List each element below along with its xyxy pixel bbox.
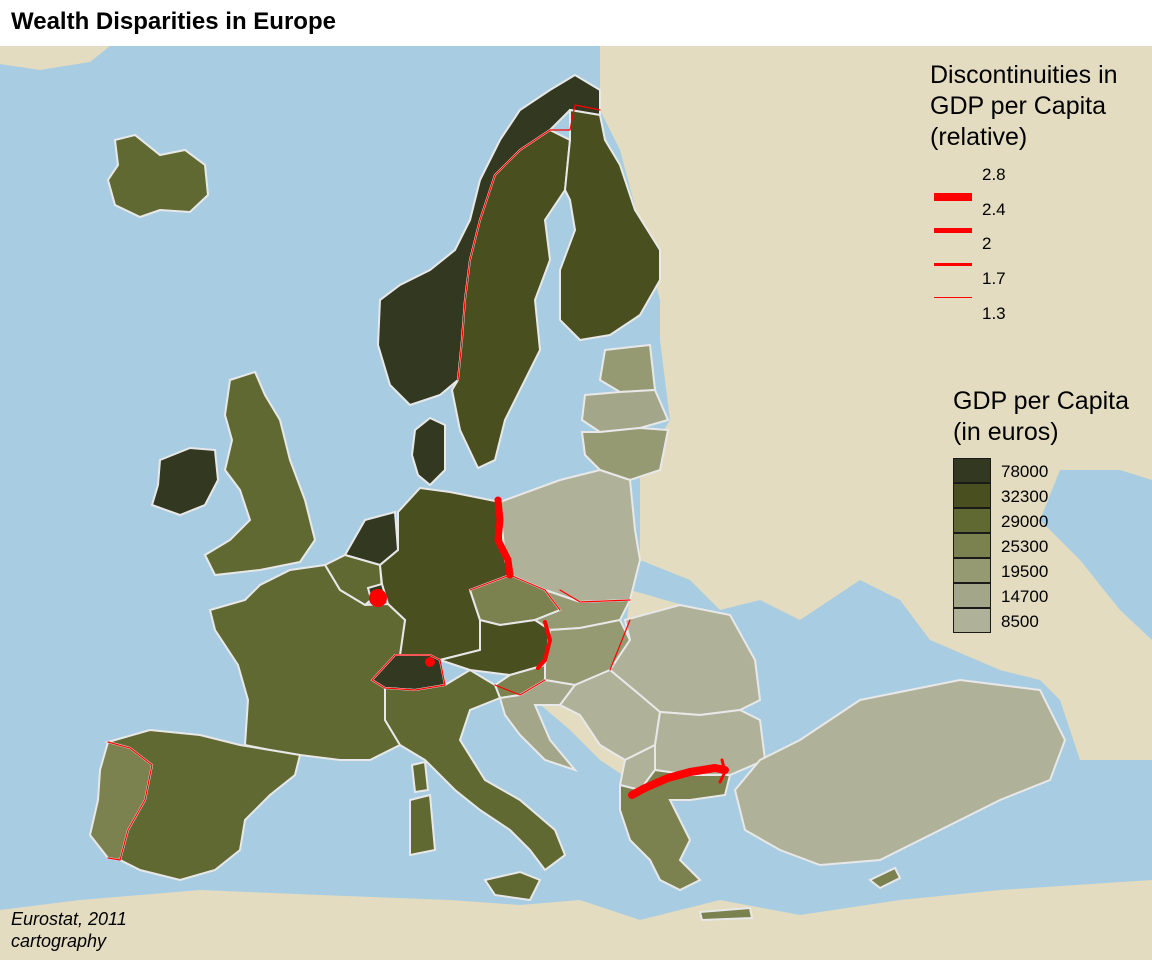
- country-uk: [203, 370, 317, 577]
- country-latvia: [580, 388, 670, 434]
- source-credit: Eurostat, 2011 cartography: [11, 908, 127, 952]
- country-estonia: [598, 343, 657, 394]
- gdp-swatch-6: [953, 608, 991, 633]
- gdp-legend-title: GDP per Capita (in euros): [953, 386, 1152, 448]
- discontinuity-line-0: [934, 193, 972, 201]
- country-austria: [436, 618, 552, 677]
- source-line-1: Eurostat, 2011: [11, 909, 127, 929]
- discontinuity-label-3: 1.7: [982, 269, 1006, 288]
- discontinuity-luxembourg: [369, 589, 387, 607]
- discontinuity-lines: [107, 104, 729, 861]
- island-corsica: [410, 760, 430, 794]
- gdp-legend-title-line-2: (in euros): [953, 418, 1059, 446]
- gdp-legend-title-line-1: GDP per Capita: [953, 387, 1130, 415]
- russia-land: [600, 46, 1152, 760]
- discontinuity-czech: [469, 574, 561, 611]
- gdp-swatch-0: [953, 458, 991, 483]
- country-lithuania: [580, 426, 670, 482]
- discontinuity-line-2: [934, 263, 972, 266]
- country-sweden: [450, 128, 572, 470]
- discontinuity-norway-sweden: [457, 104, 601, 381]
- country-cyprus: [868, 866, 902, 890]
- country-italy: [384, 668, 567, 872]
- discontinuity-legend-title-line-2: GDP per Capita: [930, 92, 1107, 120]
- island-crete: [698, 906, 754, 922]
- gdp-label-0: 78000: [1001, 462, 1049, 481]
- discontinuity-label-4: 1.3: [982, 304, 1006, 323]
- top-left-land: [0, 46, 110, 70]
- discontinuity-greece-turkey: [718, 758, 727, 784]
- gdp-label-1: 32300: [1001, 487, 1049, 506]
- country-turkey: [733, 678, 1067, 867]
- discontinuity-poland-slovakia: [559, 589, 631, 603]
- country-finland: [559, 108, 661, 342]
- country-iceland: [106, 133, 210, 219]
- gdp-legend-items: 78000 32300 29000 25300 19500 14700 8500: [953, 458, 1152, 638]
- discontinuity-label-1: 2.4: [982, 200, 1006, 219]
- discontinuity-portugal-spain: [107, 741, 153, 861]
- map-title: Wealth Disparities in Europe: [11, 8, 336, 35]
- discontinuity-legend-title: Discontinuities in GDP per Capita (relat…: [930, 60, 1152, 153]
- gdp-label-3: 25300: [1001, 537, 1049, 556]
- gdp-label-5: 14700: [1001, 587, 1049, 606]
- discontinuity-switzerland-dot: [425, 657, 435, 667]
- discontinuity-greece-bulgaria: [628, 764, 729, 799]
- country-norway: [376, 73, 601, 407]
- north-africa-land: [0, 880, 1152, 960]
- discontinuity-label-2: 2: [982, 234, 992, 253]
- discontinuity-legend-title-line-3: (relative): [930, 123, 1028, 151]
- island-sicily: [483, 870, 542, 902]
- discontinuity-germany-poland: [494, 496, 514, 579]
- europe-map: [0, 46, 1152, 960]
- discontinuity-label-0: 2.8: [982, 165, 1006, 184]
- gdp-swatch-5: [953, 583, 991, 608]
- discontinuity-austria-hungary: [536, 620, 552, 670]
- country-ireland: [150, 446, 220, 517]
- outside-land: [0, 46, 1152, 960]
- discontinuity-line-3: [934, 297, 972, 298]
- discontinuity-slovakia-ukraine: [609, 619, 631, 671]
- countries: [88, 73, 1067, 922]
- country-denmark: [410, 416, 446, 487]
- discontinuity-legend: Discontinuities in GDP per Capita (relat…: [930, 60, 1152, 323]
- gdp-swatch-1: [953, 483, 991, 508]
- gdp-swatch-3: [953, 533, 991, 558]
- island-sardinia: [409, 793, 437, 857]
- gdp-label-4: 19500: [1001, 562, 1049, 581]
- gdp-label-6: 8500: [1001, 612, 1039, 631]
- discontinuity-line-1: [934, 228, 972, 233]
- discontinuity-legend-items: 2.8 2.4 2 1.7 1.3: [930, 165, 1152, 323]
- discontinuity-slovenia: [494, 679, 546, 696]
- gdp-swatch-4: [953, 558, 991, 583]
- source-line-2: cartography: [11, 931, 107, 951]
- discontinuity-legend-title-line-1: Discontinuities in: [930, 61, 1118, 89]
- discontinuity-switzerland: [371, 654, 446, 691]
- gdp-swatch-2: [953, 508, 991, 533]
- gdp-legend: GDP per Capita (in euros) 78000 32300 29…: [953, 386, 1152, 638]
- gdp-label-2: 29000: [1001, 512, 1049, 531]
